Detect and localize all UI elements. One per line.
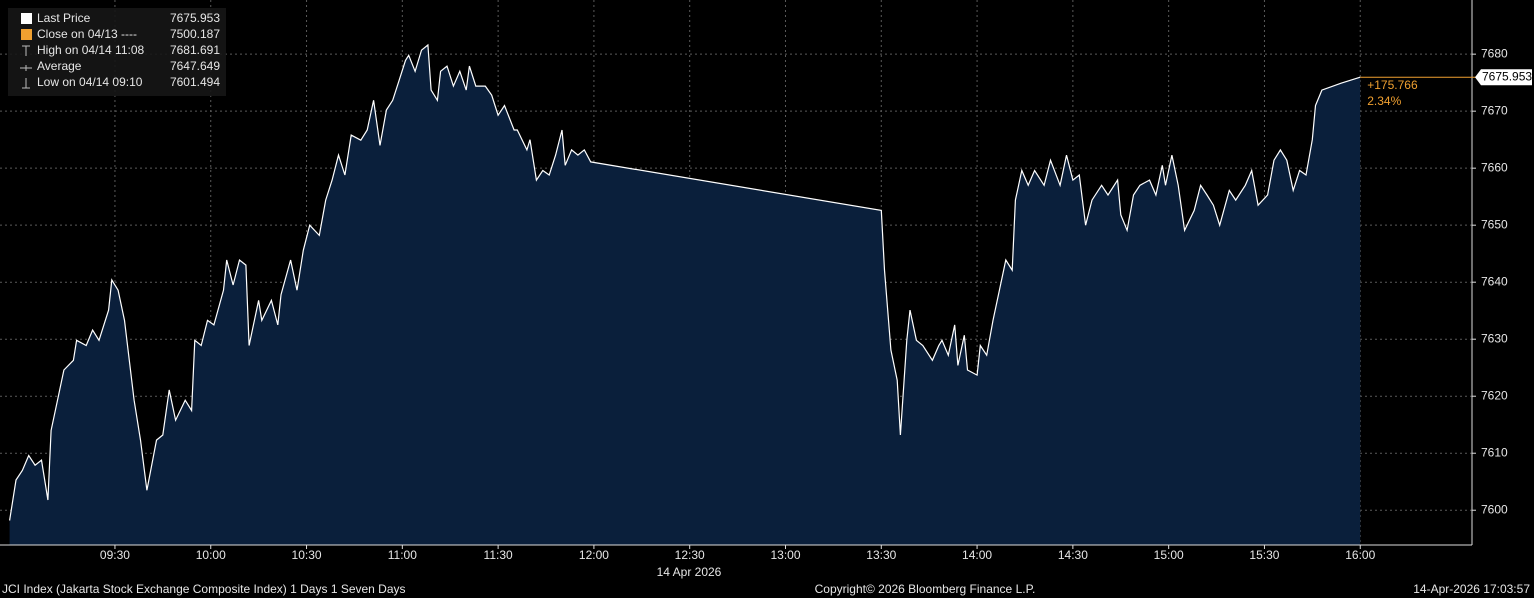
plot-area <box>0 0 1476 549</box>
legend-label: Average <box>37 59 82 73</box>
x-tick-label: 15:00 <box>1154 548 1184 562</box>
y-tick-label: 7630 <box>1481 331 1508 345</box>
x-tick-label: 15:30 <box>1249 548 1279 562</box>
legend-value: 7500.187 <box>170 27 220 41</box>
legend-box <box>8 8 226 96</box>
legend-icon <box>22 45 30 56</box>
annotation: +175.766 <box>1367 78 1418 92</box>
x-tick-label: 10:00 <box>196 548 226 562</box>
area <box>9 45 1361 545</box>
legend-label: Close on 04/13 ---- <box>37 27 137 41</box>
date-label: 14 Apr 2026 <box>657 565 722 579</box>
footer-text: 14-Apr-2026 17:03:57 <box>1413 582 1530 596</box>
last-price-tag-label: 7675.953 <box>1482 69 1532 83</box>
y-tick-label: 7620 <box>1481 388 1508 402</box>
y-tick-label: 7610 <box>1481 445 1508 459</box>
y-tick-label: 7670 <box>1481 103 1508 117</box>
x-tick-label: 09:30 <box>100 548 130 562</box>
x-tick-label: 14:00 <box>962 548 992 562</box>
x-tick-label: 13:30 <box>866 548 896 562</box>
legend-value: 7647.649 <box>170 59 220 73</box>
footer-text: JCI Index (Jakarta Stock Exchange Compos… <box>2 582 406 596</box>
x-tick-label: 11:30 <box>484 548 513 562</box>
x-tick-label: 14:30 <box>1058 548 1088 562</box>
y-tick-label: 7600 <box>1481 502 1508 516</box>
legend-icon <box>21 29 32 40</box>
x-tick-label: 11:00 <box>388 548 417 562</box>
line <box>9 43 1361 521</box>
legend-label: Last Price <box>37 11 91 25</box>
legend-icon <box>22 78 30 89</box>
y-tick-label: 7650 <box>1481 217 1508 231</box>
y-tick-label: 7660 <box>1481 160 1508 174</box>
legend-icon <box>21 13 32 24</box>
x-tick-label: 12:30 <box>675 548 705 562</box>
footer-bar <box>0 580 1534 598</box>
legend-icon <box>20 65 32 71</box>
annotation: 2.34% <box>1367 94 1401 108</box>
footer-text: Copyright© 2026 Bloomberg Finance L.P. <box>815 582 1036 596</box>
x-tick-label: 13:00 <box>770 548 800 562</box>
x-tick-label: 16:00 <box>1345 548 1375 562</box>
legend: Last Price 7675.953 Close on 04/13 ---- 750… <box>8 8 226 96</box>
legend-value: 7681.691 <box>170 43 220 57</box>
x-tick-label: 12:00 <box>579 548 609 562</box>
legend-value: 7675.953 <box>170 11 220 25</box>
last-price-tag <box>1475 69 1532 86</box>
legend-value: 7601.494 <box>170 75 220 89</box>
legend-label: Low on 04/14 09:10 <box>37 75 143 89</box>
y-tick-label: 7640 <box>1481 274 1508 288</box>
legend-label: High on 04/14 11:08 <box>37 43 145 57</box>
y-tick-label: 7680 <box>1481 46 1508 60</box>
x-tick-label: 10:30 <box>292 548 322 562</box>
